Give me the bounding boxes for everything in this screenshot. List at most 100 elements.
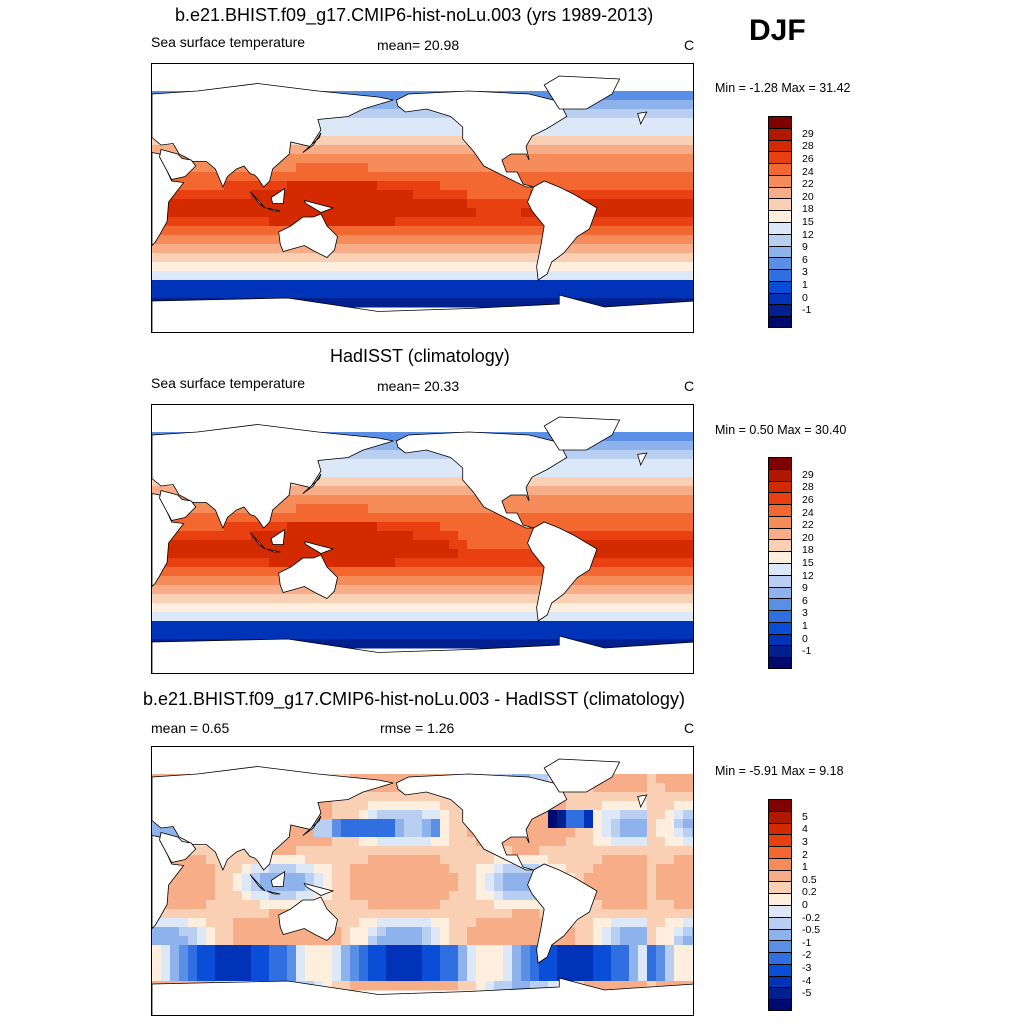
field-cell xyxy=(593,289,603,299)
colorbar-tick-label: 18 xyxy=(802,203,814,216)
field-cell xyxy=(332,181,342,191)
field-cell xyxy=(593,837,603,847)
field-cell xyxy=(638,972,648,982)
field-cell xyxy=(305,630,315,640)
field-cell xyxy=(512,262,522,272)
field-cell xyxy=(602,262,612,272)
field-cell xyxy=(584,963,594,973)
field-cell xyxy=(647,163,657,173)
field-cell xyxy=(404,199,414,209)
field-cell xyxy=(620,639,630,649)
field-cell xyxy=(251,208,261,218)
field-cell xyxy=(503,289,513,299)
field-cell xyxy=(179,262,189,272)
field-cell xyxy=(251,882,261,892)
field-cell xyxy=(593,298,603,308)
field-cell xyxy=(602,513,612,523)
colorbar-swatch xyxy=(768,222,792,235)
colorbar-tick-label: 22 xyxy=(802,178,814,191)
field-cell xyxy=(467,630,477,640)
field-cell xyxy=(458,909,468,919)
field-cell xyxy=(665,603,675,613)
field-cell xyxy=(512,298,522,308)
field-cell xyxy=(512,558,522,568)
field-cell xyxy=(395,630,405,640)
field-cell xyxy=(242,208,252,218)
field-cell xyxy=(161,594,171,604)
field-cell xyxy=(332,927,342,937)
field-cell xyxy=(431,486,441,496)
field-cell xyxy=(467,280,477,290)
field-cell xyxy=(224,630,234,640)
field-cell xyxy=(431,549,441,559)
field-cell xyxy=(440,136,450,146)
field-cell xyxy=(566,864,576,874)
field-cell xyxy=(386,486,396,496)
field-cell xyxy=(233,936,243,946)
field-cell xyxy=(620,91,630,101)
field-cell xyxy=(503,244,513,254)
field-cell xyxy=(278,846,288,856)
field-cell xyxy=(359,630,369,640)
field-cell xyxy=(341,217,351,227)
field-cell xyxy=(503,235,513,245)
field-cell xyxy=(512,603,522,613)
field-cell xyxy=(629,181,639,191)
field-cell xyxy=(422,127,432,137)
field-cell xyxy=(215,612,225,622)
field-cell xyxy=(494,630,504,640)
field-cell xyxy=(287,603,297,613)
field-cell xyxy=(359,289,369,299)
field-cell xyxy=(350,882,360,892)
field-cell xyxy=(656,864,666,874)
field-cell xyxy=(620,289,630,299)
field-cell xyxy=(188,208,198,218)
field-cell xyxy=(683,531,693,541)
field-cell xyxy=(476,603,486,613)
field-cell xyxy=(620,963,630,973)
field-cell xyxy=(620,873,630,883)
field-cell xyxy=(332,558,342,568)
field-cell xyxy=(476,567,486,577)
field-cell xyxy=(422,522,432,532)
field-cell xyxy=(593,522,603,532)
field-cell xyxy=(395,837,405,847)
field-cell xyxy=(350,450,360,460)
field-cell xyxy=(485,945,495,955)
colorbar-swatch xyxy=(768,586,792,599)
colorbar-tick-label: -2 xyxy=(802,949,812,962)
field-cell xyxy=(359,181,369,191)
field-cell xyxy=(152,621,162,631)
field-cell xyxy=(197,576,207,586)
field-cell xyxy=(476,298,486,308)
field-cell xyxy=(377,441,387,451)
land-outline xyxy=(266,890,281,895)
field-cell xyxy=(476,190,486,200)
field-cell xyxy=(593,621,603,631)
field-cell xyxy=(440,172,450,182)
field-cell xyxy=(629,226,639,236)
field-cell xyxy=(503,945,513,955)
field-cell xyxy=(413,468,423,478)
field-cell xyxy=(629,298,639,308)
field-cell xyxy=(503,495,513,505)
field-cell xyxy=(395,271,405,281)
field-cell xyxy=(314,280,324,290)
field-cell xyxy=(602,109,612,119)
field-cell xyxy=(449,145,459,155)
colorbar-swatch xyxy=(768,822,792,835)
field-cell xyxy=(395,253,405,263)
field-cell xyxy=(692,208,693,218)
field-cell xyxy=(692,864,693,874)
field-cell xyxy=(530,244,540,254)
field-cell xyxy=(242,603,252,613)
field-cell xyxy=(224,864,234,874)
colorbar-swatch xyxy=(768,151,792,164)
field-cell xyxy=(242,882,252,892)
field-cell xyxy=(692,774,693,784)
field-cell xyxy=(557,504,567,514)
field-cell xyxy=(638,630,648,640)
field-cell xyxy=(368,109,378,119)
field-cell xyxy=(422,882,432,892)
field-cell xyxy=(431,199,441,209)
